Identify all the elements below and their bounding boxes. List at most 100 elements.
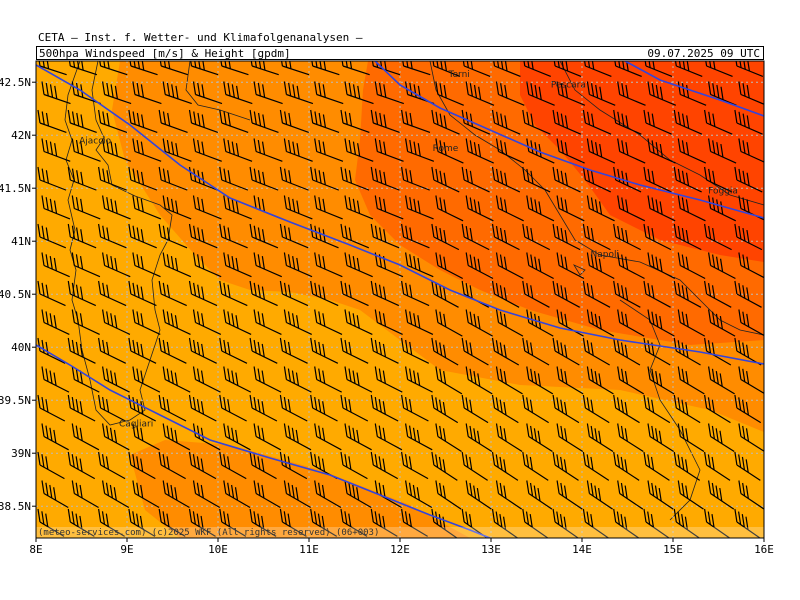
wind-barb — [192, 366, 221, 393]
wind-barb — [405, 138, 435, 162]
wind-barb — [192, 252, 222, 278]
city-label: Cagliari — [119, 420, 153, 430]
wind-barb — [765, 53, 793, 76]
wind-barb — [405, 480, 433, 509]
wind-barb — [491, 223, 520, 251]
wind-barb — [677, 81, 707, 106]
wind-barb — [495, 81, 525, 106]
wind-barb — [552, 394, 580, 424]
wind-barb — [526, 195, 555, 222]
wind-barb — [219, 109, 249, 133]
wind-barb — [158, 223, 188, 249]
wind-barb — [71, 138, 101, 162]
wind-barb — [765, 452, 790, 480]
wind-barb — [188, 223, 218, 249]
wind-barb — [98, 280, 127, 307]
wind-barb — [192, 81, 223, 105]
wind-barb — [220, 61, 249, 76]
wind-barb — [738, 81, 764, 105]
city-label: Napoli — [591, 250, 619, 260]
wind-barb — [38, 61, 67, 76]
wind-barb — [158, 280, 187, 307]
wind-barb — [765, 167, 792, 192]
wind-barb — [586, 366, 614, 395]
wind-barb — [279, 451, 308, 480]
wind-barb — [708, 81, 737, 106]
wind-barb — [401, 109, 431, 133]
wind-barb — [708, 195, 737, 222]
wind-barb — [765, 224, 792, 250]
wind-barb — [41, 138, 71, 162]
wind-barb — [435, 252, 463, 280]
wind-barb — [68, 61, 98, 76]
wind-barb — [370, 394, 399, 422]
wind-barb — [281, 61, 310, 76]
wind-barb — [643, 223, 672, 251]
wind-barb — [491, 166, 521, 193]
wind-barb — [582, 109, 612, 135]
wind-barb — [162, 195, 192, 220]
wind-barb — [769, 196, 796, 221]
wind-barb — [617, 138, 646, 164]
height-contour-2 — [374, 61, 764, 219]
wind-barb — [192, 309, 222, 335]
wind-barb — [279, 337, 308, 364]
wind-barb — [37, 394, 66, 422]
wind-barb — [522, 508, 549, 538]
wind-barb — [374, 366, 403, 393]
wind-barb — [249, 109, 279, 133]
wind-barb — [99, 61, 128, 76]
wind-barb — [279, 280, 309, 307]
wind-barb — [249, 280, 278, 307]
lat-tick-label: 42N — [11, 129, 31, 142]
wind-barb — [132, 366, 161, 393]
wind-barb — [526, 138, 555, 164]
lon-tick-label: 10E — [208, 543, 228, 556]
wind-barb — [340, 223, 370, 249]
wind-barb — [526, 252, 554, 280]
wind-barb — [708, 366, 735, 395]
wind-barb — [162, 366, 191, 393]
wind-barb — [310, 394, 338, 422]
wind-barb — [643, 280, 671, 308]
wind-barb — [283, 309, 312, 335]
longitude-axis: 8E 9E 10E 11E 12E 13E 14E 15E 16E — [29, 538, 774, 556]
wind-barb — [613, 451, 640, 481]
wind-barb — [249, 166, 279, 191]
wind-barb — [223, 252, 252, 278]
wind-barb — [37, 109, 67, 133]
wind-barb — [67, 394, 96, 422]
wind-barb — [283, 81, 314, 105]
wind-barb — [495, 138, 525, 164]
wind-barb — [613, 508, 640, 538]
wind-barb — [704, 280, 732, 308]
wind-barb — [708, 423, 735, 453]
wind-barb — [431, 394, 459, 424]
wind-barb — [643, 508, 670, 538]
wind-barb — [617, 423, 644, 453]
wind-barb — [158, 109, 188, 133]
wind-barb — [582, 337, 610, 366]
wind-barb — [708, 480, 735, 510]
lat-tick-label: 40.5N — [0, 288, 31, 301]
wind-barb — [253, 138, 283, 162]
wind-barb — [279, 223, 309, 249]
wind-barb — [41, 195, 71, 220]
wind-barb — [556, 195, 585, 222]
wind-barb — [159, 61, 189, 76]
wind-barb — [401, 508, 428, 537]
lon-tick-label: 15E — [663, 543, 683, 556]
wind-barb — [522, 394, 549, 424]
wind-barb — [374, 195, 404, 220]
wind-barb — [769, 82, 797, 106]
wind-barb — [582, 280, 611, 308]
wind-barb — [37, 337, 66, 364]
wind-barb — [370, 451, 399, 480]
wind-barb — [586, 480, 613, 510]
wind-barb — [340, 337, 369, 364]
wind-barb — [219, 337, 248, 364]
wind-barb — [677, 195, 706, 222]
wind-barb — [586, 309, 615, 337]
wind-barb — [314, 81, 344, 105]
